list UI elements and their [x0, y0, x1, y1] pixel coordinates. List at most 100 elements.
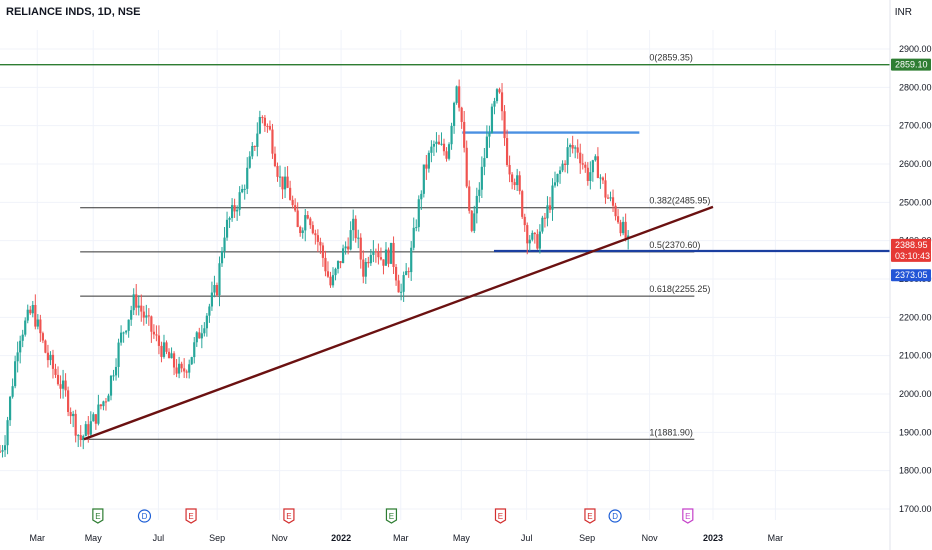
candle-body	[198, 332, 201, 339]
candle-body	[490, 106, 494, 133]
candle-body	[359, 237, 362, 260]
candle-body	[289, 187, 292, 200]
candle-body	[238, 192, 241, 210]
candle-body	[16, 352, 19, 362]
candle-body	[258, 117, 261, 134]
price-label-bg	[891, 238, 931, 251]
candle-body	[369, 254, 372, 264]
candle-body	[586, 167, 589, 181]
candle-body	[619, 222, 622, 234]
candle-body	[74, 413, 77, 436]
candle-body	[611, 197, 615, 206]
candle-body	[180, 363, 183, 369]
candle-body	[56, 374, 60, 385]
candle-body	[208, 306, 211, 316]
candle-body	[79, 435, 82, 440]
candle-body	[417, 199, 420, 228]
candle-body	[31, 305, 34, 314]
candle-body	[185, 371, 188, 373]
candle-body	[460, 107, 463, 122]
candle-body	[372, 251, 375, 255]
candle-body	[546, 205, 549, 219]
candle-body	[452, 102, 456, 126]
candle-body	[407, 271, 410, 273]
candle-body	[394, 266, 398, 281]
event-badge-label: E	[95, 512, 100, 521]
candle-body	[200, 333, 203, 339]
candle-body	[341, 248, 345, 264]
candle-body	[170, 353, 173, 359]
candle-body	[584, 164, 587, 168]
x-tick-label: Nov	[642, 533, 659, 543]
candle-body	[271, 129, 274, 154]
candle-body	[382, 259, 385, 266]
candle-body	[362, 259, 365, 277]
candle-body	[576, 147, 579, 153]
candle-body	[601, 177, 605, 181]
candle-body	[233, 205, 236, 212]
event-badge-label: E	[188, 512, 193, 521]
candle-body	[415, 227, 418, 229]
x-tick-label: Sep	[209, 533, 225, 543]
candle-body	[157, 335, 161, 346]
earnings-badge	[385, 508, 398, 524]
candle-body	[442, 143, 446, 152]
y-tick-label: 2000.00	[899, 389, 932, 399]
candle-body	[505, 138, 509, 165]
candle-body	[498, 89, 501, 93]
candle-body	[167, 351, 171, 359]
candle-body	[475, 195, 478, 214]
candle-body	[533, 232, 536, 235]
candle-body	[465, 147, 468, 187]
candle-body	[178, 363, 181, 374]
candle-body	[458, 86, 461, 108]
candle-body	[283, 176, 287, 190]
candle-body	[236, 209, 239, 212]
candle-body	[435, 141, 438, 144]
candle-body	[536, 234, 539, 249]
candle-body	[294, 205, 297, 211]
candle-body	[589, 172, 592, 181]
candle-body	[571, 144, 574, 149]
price-label-bg	[891, 249, 931, 262]
candle-body	[624, 221, 627, 239]
candle-body	[463, 121, 466, 148]
candle-body	[427, 152, 430, 169]
event-badge-label: E	[389, 512, 394, 521]
fib-level-label: 1(1881.90)	[649, 427, 693, 437]
candle-body	[594, 156, 597, 161]
candle-body	[309, 218, 312, 226]
candle-body	[561, 163, 564, 171]
candle-body	[135, 294, 138, 308]
candle-body	[109, 375, 113, 396]
y-tick-label: 1900.00	[899, 427, 932, 437]
currency-label: INR	[894, 7, 912, 18]
candle-body	[41, 333, 44, 341]
candle-body	[614, 205, 617, 217]
candle-body	[0, 451, 2, 453]
candle-body	[384, 249, 388, 266]
candle-body	[548, 205, 552, 210]
candle-body	[253, 146, 256, 148]
candle-body	[243, 188, 246, 190]
candle-body	[357, 237, 360, 239]
candle-body	[480, 166, 483, 190]
candle-body	[89, 421, 92, 435]
candle-body	[241, 189, 244, 193]
candle-body	[29, 309, 32, 314]
x-tick-label: Jul	[153, 533, 165, 543]
candle-body	[306, 215, 309, 219]
candle-body	[432, 143, 436, 147]
candle-body	[84, 424, 87, 437]
candle-body	[230, 205, 234, 219]
candle-body	[316, 235, 319, 242]
candle-body	[412, 227, 415, 248]
x-tick-label: May	[453, 533, 471, 543]
candle-body	[54, 368, 57, 375]
candle-body	[569, 144, 572, 148]
price-label: 2388.95	[895, 240, 928, 250]
price-label-bg	[891, 269, 931, 282]
candle-body	[273, 153, 277, 167]
candle-body	[190, 357, 193, 365]
